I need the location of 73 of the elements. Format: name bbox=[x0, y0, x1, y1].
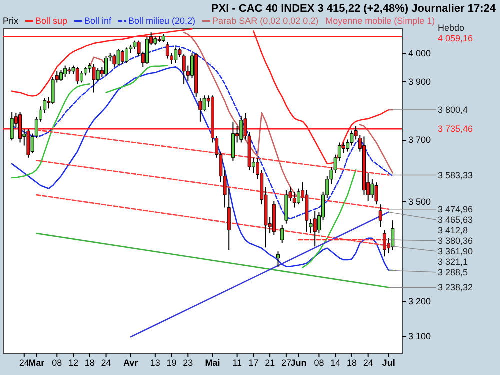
text: 3 412,8 bbox=[438, 225, 468, 236]
y-tick-label: 3 900 bbox=[408, 76, 432, 87]
annotation: 3 238,32 bbox=[438, 282, 474, 293]
candlestick bbox=[313, 210, 317, 248]
candlestick bbox=[76, 66, 80, 85]
x-tick-label: 08 bbox=[52, 358, 62, 368]
x-tick-label: 11 bbox=[232, 358, 242, 368]
legend-label: Boll inf bbox=[84, 16, 112, 26]
x-tick-label: 18 bbox=[84, 358, 95, 368]
x-tick-label: Avr bbox=[124, 358, 139, 368]
y-tick-label: 3 200 bbox=[408, 296, 432, 306]
x-tick-label: 27 bbox=[281, 358, 292, 368]
legend-label: Boll milieu (20,2) bbox=[128, 16, 196, 26]
x-tick-label: 13 bbox=[150, 358, 160, 368]
annotation: 3 288,5 bbox=[438, 267, 468, 278]
legend-label: Boll sup bbox=[36, 16, 68, 26]
x-tick-label: 24 bbox=[101, 358, 112, 368]
candlestick bbox=[112, 54, 116, 68]
candlestick bbox=[166, 42, 170, 60]
legend-label: Parab SAR (0,02 0,02 0,2) bbox=[212, 16, 319, 26]
text: Moyenne mobile (Simple 1) bbox=[326, 16, 436, 26]
x-tick-label: 12 bbox=[68, 358, 79, 368]
candlestick bbox=[391, 220, 395, 250]
candlestick bbox=[120, 50, 124, 65]
candlestick bbox=[342, 142, 346, 154]
candlestick bbox=[92, 64, 96, 94]
candlestick bbox=[292, 191, 296, 208]
x-tick-label: 24 bbox=[19, 358, 30, 368]
candlestick bbox=[280, 224, 284, 244]
text: 3 321,1 bbox=[438, 256, 468, 267]
x-tick-label: Jun bbox=[290, 358, 307, 368]
candlestick bbox=[64, 65, 68, 78]
candlestick bbox=[296, 188, 300, 206]
candlestick bbox=[378, 204, 382, 228]
x-tick-label: 17 bbox=[248, 358, 259, 368]
candlestick bbox=[374, 182, 378, 206]
x-tick-label: 14 bbox=[330, 358, 341, 368]
x-tick-label: 19 bbox=[166, 358, 177, 368]
annotation: 3 361,90 bbox=[438, 246, 474, 256]
y-tick-label: 3 700 bbox=[408, 135, 432, 146]
x-tick-label: 18 bbox=[346, 358, 357, 368]
y-tick-label: 4 000 bbox=[408, 48, 432, 59]
annotation: 3 465,63 bbox=[438, 214, 474, 225]
candlestick bbox=[116, 48, 120, 66]
candlestick bbox=[198, 98, 202, 122]
text: Hebdo bbox=[438, 23, 465, 33]
x-tick-label: 23 bbox=[183, 358, 194, 368]
annotation: 3 380,36 bbox=[438, 236, 474, 246]
y-tick-label: 3 100 bbox=[408, 332, 432, 342]
line-series bbox=[11, 46, 394, 220]
ref-line-label: 4 059,16 bbox=[438, 34, 474, 44]
legend-title: Prix bbox=[3, 16, 19, 26]
y-tick-label: 3 500 bbox=[408, 196, 432, 207]
annotation: 3 800,4 bbox=[438, 105, 468, 116]
x-tick-label: Jul bbox=[382, 358, 396, 368]
candlestick bbox=[80, 70, 84, 84]
ref-line-label: 3 735,46 bbox=[438, 124, 474, 134]
x-tick-label: Mar bbox=[28, 358, 46, 368]
candlestick bbox=[174, 47, 178, 64]
x-tick-label: 24 bbox=[363, 358, 374, 368]
annotation: 3 583,33 bbox=[438, 170, 474, 180]
chart-title: PXI - CAC 40 INDEX 3 415,22 (+2,48%) Journalier 17:24 bbox=[211, 3, 497, 15]
candlestick bbox=[124, 47, 128, 64]
candlestick bbox=[96, 68, 100, 82]
candlestick bbox=[145, 36, 149, 65]
candlestick bbox=[240, 116, 244, 144]
candlestick bbox=[59, 70, 63, 82]
annotation: 3 474,96 bbox=[438, 204, 474, 214]
candlestick bbox=[382, 230, 386, 258]
x-tick-label: Mai bbox=[205, 358, 220, 368]
x-tick-label: 21 bbox=[265, 358, 276, 368]
x-tick-label: 08 bbox=[314, 358, 324, 368]
candlestick bbox=[276, 251, 280, 268]
